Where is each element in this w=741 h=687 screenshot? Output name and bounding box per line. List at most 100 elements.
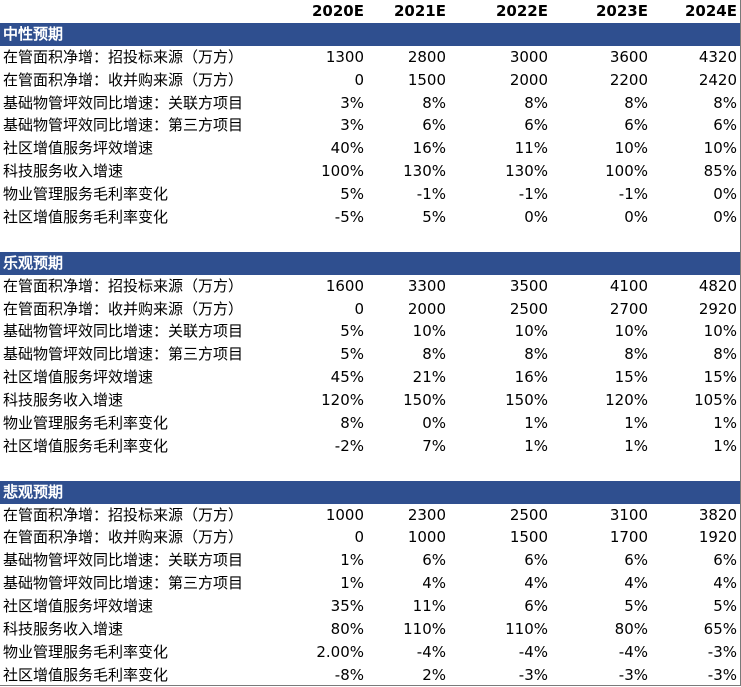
table-row: 在管面积净增：收并购来源（万方） 0 2000 2500 2700 2920 (0, 298, 740, 321)
value-cell: 2800 (407, 47, 446, 66)
value-cell: 1000 (407, 528, 446, 547)
value-cell: 0% (524, 208, 548, 227)
value-cell: 1% (624, 414, 648, 433)
table-row: 基础物管坪效同比增速：第三方项目 5% 8% 8% 8% 8% (0, 343, 740, 366)
value-cell: 2000 (509, 70, 548, 89)
value-cell: 3100 (609, 505, 648, 524)
year-header: 2022E (496, 2, 548, 20)
row-label: 基础物管坪效同比增速：第三方项目 (3, 345, 244, 364)
table-row: 科技服务收入增速 120% 150% 150% 120% 105% (0, 389, 740, 412)
value-cell: 5% (422, 208, 446, 227)
year-header: 2020E (312, 2, 364, 20)
value-cell: 3600 (609, 47, 648, 66)
value-cell: -1% (518, 185, 548, 204)
value-cell: 2% (422, 665, 446, 684)
value-cell: 10% (514, 322, 548, 341)
value-cell: 130% (403, 162, 446, 181)
value-cell: 10% (703, 139, 737, 158)
row-label: 在管面积净增：收并购来源（万方） (3, 70, 244, 89)
value-cell: 16% (514, 368, 548, 387)
value-cell: 85% (703, 162, 737, 181)
value-cell: 1300 (325, 47, 364, 66)
value-cell: 130% (505, 162, 548, 181)
value-cell: 4100 (609, 276, 648, 295)
value-cell: 2420 (698, 70, 737, 89)
value-cell: 3820 (698, 505, 737, 524)
value-cell: 5% (624, 597, 648, 616)
value-cell: 8% (713, 345, 737, 364)
value-cell: 1920 (698, 528, 737, 547)
value-cell: 0% (422, 414, 446, 433)
value-cell: 1% (524, 414, 548, 433)
section-title: 悲观预期 (3, 482, 64, 501)
value-cell: 6% (713, 551, 737, 570)
value-cell: 4820 (698, 276, 737, 295)
table-row: 在管面积净增：招投标来源（万方） 1600 3300 3500 4100 4820 (0, 275, 740, 298)
table-row: 基础物管坪效同比增速：关联方项目 1% 6% 6% 6% 6% (0, 549, 740, 572)
value-cell: 5% (340, 322, 364, 341)
value-cell: 10% (614, 322, 648, 341)
value-cell: 11% (514, 139, 548, 158)
table-row: 物业管理服务毛利率变化 8% 0% 1% 1% 1% (0, 412, 740, 435)
value-cell: 3000 (509, 47, 548, 66)
year-header: 2023E (596, 2, 648, 20)
value-cell: 2500 (509, 299, 548, 318)
value-cell: -8% (334, 665, 364, 684)
table-row: 社区增值服务毛利率变化 -5% 5% 0% 0% 0% (0, 206, 740, 229)
value-cell: 100% (605, 162, 648, 181)
value-cell: 80% (614, 620, 648, 639)
value-cell: 4% (422, 574, 446, 593)
value-cell: -4% (618, 642, 648, 661)
value-cell: 1% (340, 574, 364, 593)
section-header-optimistic: 乐观预期 (0, 251, 740, 275)
value-cell: 150% (403, 391, 446, 410)
value-cell: 45% (330, 368, 364, 387)
value-cell: 8% (340, 414, 364, 433)
value-cell: 4% (713, 574, 737, 593)
value-cell: 3% (340, 116, 364, 135)
value-cell: 6% (422, 551, 446, 570)
row-label: 社区增值服务毛利率变化 (3, 436, 169, 455)
row-label: 物业管理服务毛利率变化 (3, 414, 169, 433)
table-row: 基础物管坪效同比增速：第三方项目 3% 6% 6% 6% 6% (0, 114, 740, 137)
value-cell: -3% (707, 665, 737, 684)
value-cell: 1% (624, 436, 648, 455)
table-row: 社区增值服务毛利率变化 -8% 2% -3% -3% -3% (0, 664, 740, 687)
value-cell: 1500 (509, 528, 548, 547)
value-cell: 100% (321, 162, 364, 181)
value-cell: 8% (624, 345, 648, 364)
value-cell: 8% (422, 93, 446, 112)
table-row: 在管面积净增：收并购来源（万方） 0 1500 2000 2200 2420 (0, 69, 740, 92)
value-cell: 1% (713, 436, 737, 455)
table-row: 在管面积净增：收并购来源（万方） 0 1000 1500 1700 1920 (0, 526, 740, 549)
value-cell: 0% (713, 185, 737, 204)
value-cell: 4320 (698, 47, 737, 66)
row-label: 物业管理服务毛利率变化 (3, 185, 169, 204)
value-cell: 6% (624, 116, 648, 135)
value-cell: 11% (412, 597, 446, 616)
value-cell: 2200 (609, 70, 648, 89)
value-cell: -1% (618, 185, 648, 204)
value-cell: 3300 (407, 276, 446, 295)
row-label: 基础物管坪效同比增速：第三方项目 (3, 116, 244, 135)
value-cell: 0 (354, 528, 364, 547)
value-cell: -3% (618, 665, 648, 684)
table-row: 物业管理服务毛利率变化 5% -1% -1% -1% 0% (0, 183, 740, 206)
value-cell: -2% (334, 436, 364, 455)
year-header: 2021E (394, 2, 446, 20)
value-cell: 6% (713, 116, 737, 135)
value-cell: 21% (412, 368, 446, 387)
value-cell: -5% (334, 208, 364, 227)
value-cell: 80% (330, 620, 364, 639)
value-cell: 6% (524, 116, 548, 135)
table-row: 科技服务收入增速 100% 130% 130% 100% 85% (0, 160, 740, 183)
row-label: 社区增值服务坪效增速 (3, 597, 154, 616)
value-cell: 8% (713, 93, 737, 112)
value-cell: 15% (614, 368, 648, 387)
value-cell: 1% (524, 436, 548, 455)
row-label: 在管面积净增：收并购来源（万方） (3, 528, 244, 547)
value-cell: 8% (524, 93, 548, 112)
value-cell: 16% (412, 139, 446, 158)
value-cell: 65% (703, 620, 737, 639)
value-cell: 6% (624, 551, 648, 570)
